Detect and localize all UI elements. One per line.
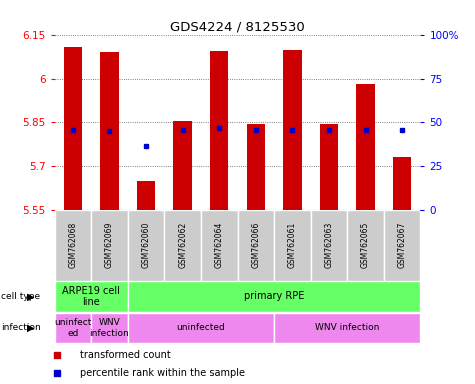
Text: GSM762063: GSM762063 bbox=[324, 222, 333, 268]
Text: uninfected: uninfected bbox=[177, 323, 225, 333]
Bar bbox=[347, 210, 384, 281]
Text: GSM762060: GSM762060 bbox=[142, 222, 151, 268]
Bar bbox=[128, 281, 420, 311]
Text: WNV
infection: WNV infection bbox=[90, 318, 129, 338]
Text: WNV infection: WNV infection bbox=[315, 323, 380, 333]
Text: GSM762069: GSM762069 bbox=[105, 222, 114, 268]
Bar bbox=[100, 53, 119, 210]
Text: GSM762061: GSM762061 bbox=[288, 222, 297, 268]
Bar bbox=[393, 157, 411, 210]
Bar bbox=[164, 210, 201, 281]
Bar bbox=[55, 210, 91, 281]
Bar bbox=[64, 46, 82, 210]
Bar bbox=[173, 121, 192, 210]
Bar bbox=[247, 124, 265, 210]
Bar bbox=[201, 210, 238, 281]
Bar bbox=[320, 124, 338, 210]
Text: GSM762066: GSM762066 bbox=[251, 222, 260, 268]
Text: GSM762068: GSM762068 bbox=[68, 222, 77, 268]
Title: GDS4224 / 8125530: GDS4224 / 8125530 bbox=[170, 21, 305, 34]
Text: cell type: cell type bbox=[1, 292, 40, 301]
Bar bbox=[238, 210, 274, 281]
Text: GSM762062: GSM762062 bbox=[178, 222, 187, 268]
Bar bbox=[128, 313, 274, 343]
Bar bbox=[55, 281, 128, 311]
Text: GSM762065: GSM762065 bbox=[361, 222, 370, 268]
Text: transformed count: transformed count bbox=[80, 350, 171, 360]
Bar bbox=[137, 180, 155, 210]
Text: ▶: ▶ bbox=[27, 323, 34, 333]
Text: ARPE19 cell
line: ARPE19 cell line bbox=[62, 286, 120, 307]
Bar bbox=[210, 51, 228, 210]
Bar bbox=[128, 210, 164, 281]
Bar bbox=[274, 313, 420, 343]
Bar bbox=[91, 313, 128, 343]
Text: infection: infection bbox=[1, 323, 41, 333]
Bar bbox=[91, 210, 128, 281]
Bar bbox=[384, 210, 420, 281]
Bar bbox=[55, 313, 91, 343]
Text: GSM762064: GSM762064 bbox=[215, 222, 224, 268]
Text: GSM762067: GSM762067 bbox=[398, 222, 407, 268]
Text: primary RPE: primary RPE bbox=[244, 291, 304, 301]
Text: uninfect
ed: uninfect ed bbox=[54, 318, 92, 338]
Text: ▶: ▶ bbox=[27, 291, 34, 301]
Bar bbox=[283, 50, 302, 210]
Bar bbox=[311, 210, 347, 281]
Bar bbox=[274, 210, 311, 281]
Text: percentile rank within the sample: percentile rank within the sample bbox=[80, 368, 245, 378]
Bar bbox=[356, 84, 375, 210]
